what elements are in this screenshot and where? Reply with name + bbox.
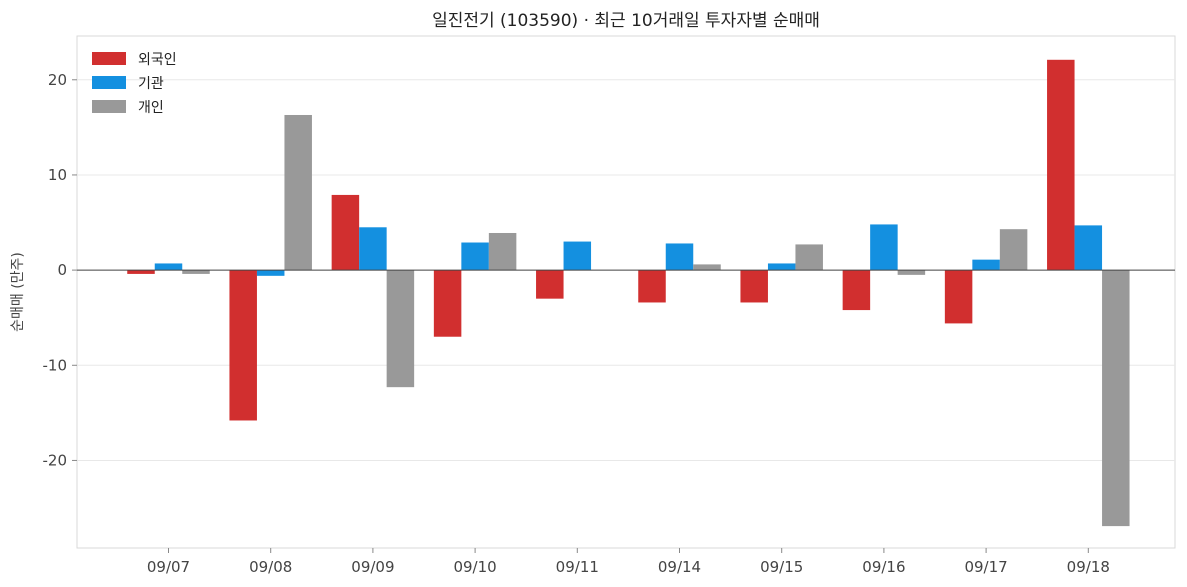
bar-0-3 [433, 270, 462, 337]
bar-2-9 [1102, 270, 1130, 527]
x-tick-label: 09/07 [147, 558, 190, 576]
bar-0-0 [127, 270, 155, 274]
bar-1-6 [767, 263, 796, 271]
bar-2-8 [999, 229, 1028, 271]
legend-label: 외국인 [138, 52, 177, 68]
x-tick-label: 09/18 [1067, 558, 1110, 576]
y-tick-label: 10 [48, 166, 67, 184]
x-tick-label: 09/09 [351, 558, 394, 576]
bar-1-3 [461, 242, 489, 271]
x-tick-label: 09/10 [453, 558, 496, 576]
legend-label: 개인 [138, 100, 164, 116]
x-tick-label: 09/11 [556, 558, 599, 576]
x-tick-label: 09/14 [658, 558, 701, 576]
bar-1-4 [563, 241, 592, 271]
x-tick-label: 09/08 [249, 558, 292, 576]
bar-0-2 [331, 194, 360, 271]
bar-0-5 [638, 270, 666, 303]
bar-1-9 [1074, 225, 1103, 271]
bar-2-1 [284, 114, 312, 271]
bar-2-7 [897, 270, 926, 275]
bar-2-0 [182, 270, 210, 274]
y-tick-label: -10 [43, 356, 68, 374]
y-tick-label: 20 [48, 71, 67, 89]
bar-2-2 [386, 270, 415, 388]
legend-swatch [92, 76, 126, 89]
y-tick-label: 0 [57, 261, 67, 279]
bar-1-2 [359, 227, 387, 271]
x-tick-label: 09/16 [862, 558, 905, 576]
bar-1-5 [665, 243, 694, 271]
bar-1-8 [972, 259, 1000, 271]
chart-title: 일진전기 (103590) · 최근 10거래일 투자자별 순매매 [432, 11, 820, 31]
bar-2-6 [795, 244, 823, 271]
bar-0-6 [740, 270, 768, 303]
bar-1-0 [154, 263, 183, 271]
bar-2-5 [693, 264, 721, 271]
bar-2-3 [488, 232, 517, 271]
bar-0-8 [944, 270, 973, 324]
bar-1-1 [256, 270, 285, 276]
x-tick-label: 09/15 [760, 558, 803, 576]
legend-label: 기관 [138, 76, 164, 92]
legend-swatch [92, 52, 126, 65]
bar-0-9 [1047, 59, 1075, 271]
plot-area [76, 35, 1176, 549]
bars [127, 59, 1130, 527]
y-axis-label: 순매매 (만주) [10, 252, 26, 332]
x-tick-label: 09/17 [964, 558, 1007, 576]
legend-swatch [92, 100, 126, 113]
y-tick-label: -20 [43, 451, 68, 469]
bar-0-7 [842, 270, 871, 311]
y-axis-ticks: -20 -10 0 10 20 [43, 71, 77, 469]
bar-0-1 [229, 270, 257, 421]
x-axis-ticks: 09/07 09/08 09/09 09/10 09/11 09/14 09/15 09/16… [147, 548, 1110, 576]
bar-0-4 [536, 270, 564, 299]
bar-1-7 [870, 224, 898, 271]
